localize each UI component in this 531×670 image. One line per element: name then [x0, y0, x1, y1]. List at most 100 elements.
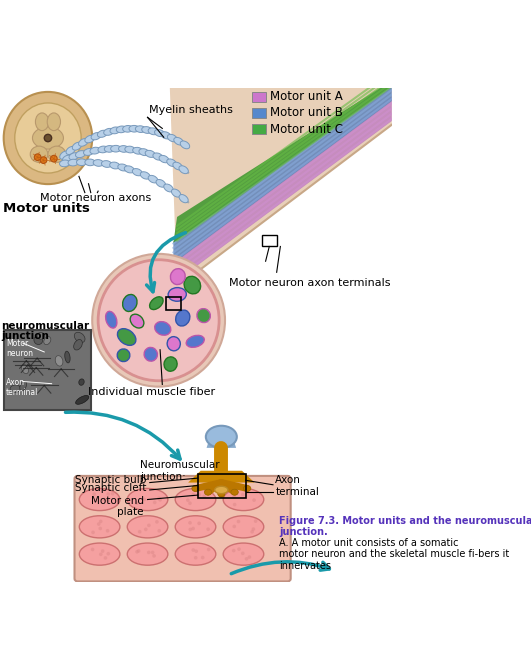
Circle shape — [241, 492, 245, 496]
Ellipse shape — [60, 151, 69, 159]
Ellipse shape — [79, 543, 120, 565]
Text: Axon
terminal: Axon terminal — [275, 476, 319, 497]
Ellipse shape — [184, 276, 201, 294]
Text: Figure 7.3. Motor units and the neuromuscular
junction.: Figure 7.3. Motor units and the neuromus… — [279, 516, 531, 537]
Circle shape — [241, 551, 245, 555]
Ellipse shape — [116, 126, 126, 133]
Ellipse shape — [197, 309, 210, 322]
Ellipse shape — [124, 166, 134, 173]
FancyArrowPatch shape — [147, 232, 185, 291]
Circle shape — [158, 498, 162, 502]
Ellipse shape — [104, 145, 115, 152]
Ellipse shape — [63, 155, 72, 162]
Ellipse shape — [175, 488, 216, 511]
Ellipse shape — [127, 516, 168, 538]
Text: Motor neuron axons: Motor neuron axons — [40, 194, 151, 204]
FancyArrowPatch shape — [232, 561, 329, 574]
Circle shape — [91, 547, 95, 551]
Circle shape — [152, 554, 156, 557]
Ellipse shape — [144, 348, 157, 361]
Ellipse shape — [75, 395, 89, 404]
Ellipse shape — [15, 103, 81, 173]
Ellipse shape — [135, 126, 145, 133]
Ellipse shape — [118, 164, 128, 171]
Ellipse shape — [59, 160, 70, 167]
Ellipse shape — [155, 322, 171, 335]
Polygon shape — [174, 86, 392, 263]
Ellipse shape — [223, 543, 264, 565]
Ellipse shape — [106, 312, 117, 328]
Ellipse shape — [68, 159, 79, 166]
Ellipse shape — [156, 180, 166, 187]
Ellipse shape — [164, 184, 173, 192]
Ellipse shape — [123, 295, 137, 312]
Circle shape — [106, 529, 109, 533]
Ellipse shape — [32, 127, 63, 149]
Text: Motor unit B: Motor unit B — [270, 107, 343, 119]
Circle shape — [202, 494, 206, 498]
Circle shape — [144, 527, 148, 531]
Ellipse shape — [172, 189, 181, 197]
Ellipse shape — [47, 113, 61, 131]
Ellipse shape — [167, 159, 176, 167]
Circle shape — [101, 549, 105, 553]
Ellipse shape — [90, 147, 100, 154]
Circle shape — [92, 492, 96, 496]
Ellipse shape — [244, 486, 251, 491]
Text: Motor neuron axon terminals: Motor neuron axon terminals — [229, 278, 390, 288]
Text: Motor unit A: Motor unit A — [270, 90, 343, 103]
Circle shape — [237, 547, 241, 551]
Circle shape — [50, 155, 57, 162]
Ellipse shape — [93, 159, 104, 166]
Ellipse shape — [10, 385, 21, 393]
FancyBboxPatch shape — [74, 476, 290, 582]
Circle shape — [191, 548, 195, 552]
Circle shape — [194, 549, 198, 553]
Ellipse shape — [174, 137, 183, 145]
Ellipse shape — [85, 159, 95, 165]
Ellipse shape — [79, 139, 88, 146]
Circle shape — [138, 530, 142, 533]
Circle shape — [104, 556, 107, 559]
Ellipse shape — [179, 194, 188, 203]
Text: Synaptic cleft: Synaptic cleft — [75, 484, 146, 494]
Circle shape — [233, 502, 236, 507]
Ellipse shape — [79, 379, 84, 385]
Circle shape — [198, 493, 201, 496]
Circle shape — [151, 551, 155, 554]
Ellipse shape — [66, 147, 75, 155]
Ellipse shape — [37, 332, 45, 339]
Ellipse shape — [167, 134, 177, 142]
Circle shape — [99, 519, 102, 523]
Circle shape — [147, 551, 151, 554]
Circle shape — [98, 527, 102, 531]
Bar — [166, 297, 181, 310]
Circle shape — [245, 557, 249, 561]
Ellipse shape — [127, 488, 168, 511]
Ellipse shape — [130, 314, 144, 328]
Ellipse shape — [55, 356, 63, 366]
Polygon shape — [174, 99, 392, 283]
Circle shape — [106, 492, 110, 496]
Circle shape — [237, 520, 241, 523]
Circle shape — [40, 157, 47, 163]
Ellipse shape — [161, 132, 171, 139]
Circle shape — [153, 500, 157, 505]
Polygon shape — [188, 471, 254, 482]
Ellipse shape — [148, 176, 158, 183]
Circle shape — [97, 522, 100, 526]
Ellipse shape — [117, 349, 130, 362]
Circle shape — [44, 134, 52, 141]
Text: junction: junction — [2, 331, 49, 341]
Ellipse shape — [118, 145, 129, 152]
Polygon shape — [207, 436, 236, 448]
Ellipse shape — [164, 357, 177, 371]
Circle shape — [188, 501, 192, 505]
Ellipse shape — [170, 269, 185, 285]
Circle shape — [250, 530, 254, 533]
Ellipse shape — [179, 165, 189, 174]
Ellipse shape — [20, 381, 27, 391]
Circle shape — [186, 498, 190, 502]
Ellipse shape — [133, 147, 143, 154]
Ellipse shape — [79, 516, 120, 538]
